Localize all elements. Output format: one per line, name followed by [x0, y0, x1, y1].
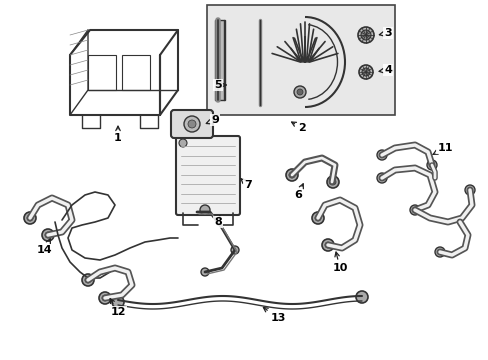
Circle shape [434, 247, 444, 257]
Circle shape [360, 30, 370, 40]
Bar [88, 55, 116, 90]
Circle shape [326, 176, 338, 188]
Circle shape [325, 242, 330, 248]
Circle shape [321, 239, 333, 251]
Circle shape [296, 89, 303, 95]
Circle shape [409, 205, 419, 215]
Circle shape [314, 215, 320, 221]
Text: 12: 12 [110, 298, 125, 317]
Circle shape [201, 268, 208, 276]
Text: 11: 11 [432, 143, 452, 154]
Circle shape [99, 292, 111, 304]
Circle shape [179, 139, 186, 147]
Text: 6: 6 [293, 184, 303, 200]
Text: 8: 8 [214, 216, 222, 227]
Circle shape [379, 153, 384, 158]
Circle shape [412, 207, 417, 212]
Circle shape [82, 274, 94, 286]
Bar [215, 20, 224, 100]
Circle shape [288, 172, 294, 178]
Text: 4: 4 [378, 65, 391, 75]
Circle shape [285, 169, 297, 181]
Circle shape [187, 120, 196, 128]
Circle shape [329, 179, 335, 185]
Text: 7: 7 [240, 179, 251, 190]
Circle shape [230, 246, 239, 254]
Bar [122, 55, 150, 90]
Text: 5: 5 [214, 80, 225, 90]
Circle shape [358, 65, 372, 79]
Circle shape [426, 160, 436, 170]
Circle shape [361, 68, 369, 76]
Circle shape [357, 27, 373, 43]
Circle shape [379, 175, 384, 180]
Circle shape [464, 185, 474, 195]
FancyBboxPatch shape [176, 136, 240, 215]
Circle shape [42, 229, 54, 241]
Circle shape [200, 205, 209, 215]
Text: 13: 13 [263, 307, 285, 323]
Text: 3: 3 [379, 28, 391, 38]
Circle shape [376, 173, 386, 183]
Text: 1: 1 [114, 126, 122, 143]
Bar [206, 5, 394, 115]
Circle shape [102, 295, 108, 301]
Circle shape [428, 162, 434, 167]
Circle shape [183, 116, 200, 132]
Circle shape [376, 150, 386, 160]
Circle shape [355, 291, 367, 303]
Circle shape [293, 86, 305, 98]
Circle shape [311, 212, 324, 224]
Circle shape [45, 232, 51, 238]
Text: 2: 2 [291, 122, 305, 133]
Text: 14: 14 [37, 239, 53, 255]
Text: 9: 9 [206, 115, 219, 125]
Text: 10: 10 [332, 252, 347, 273]
Circle shape [27, 215, 33, 221]
Circle shape [85, 277, 91, 283]
FancyBboxPatch shape [171, 110, 213, 138]
Circle shape [24, 212, 36, 224]
Circle shape [112, 296, 124, 308]
